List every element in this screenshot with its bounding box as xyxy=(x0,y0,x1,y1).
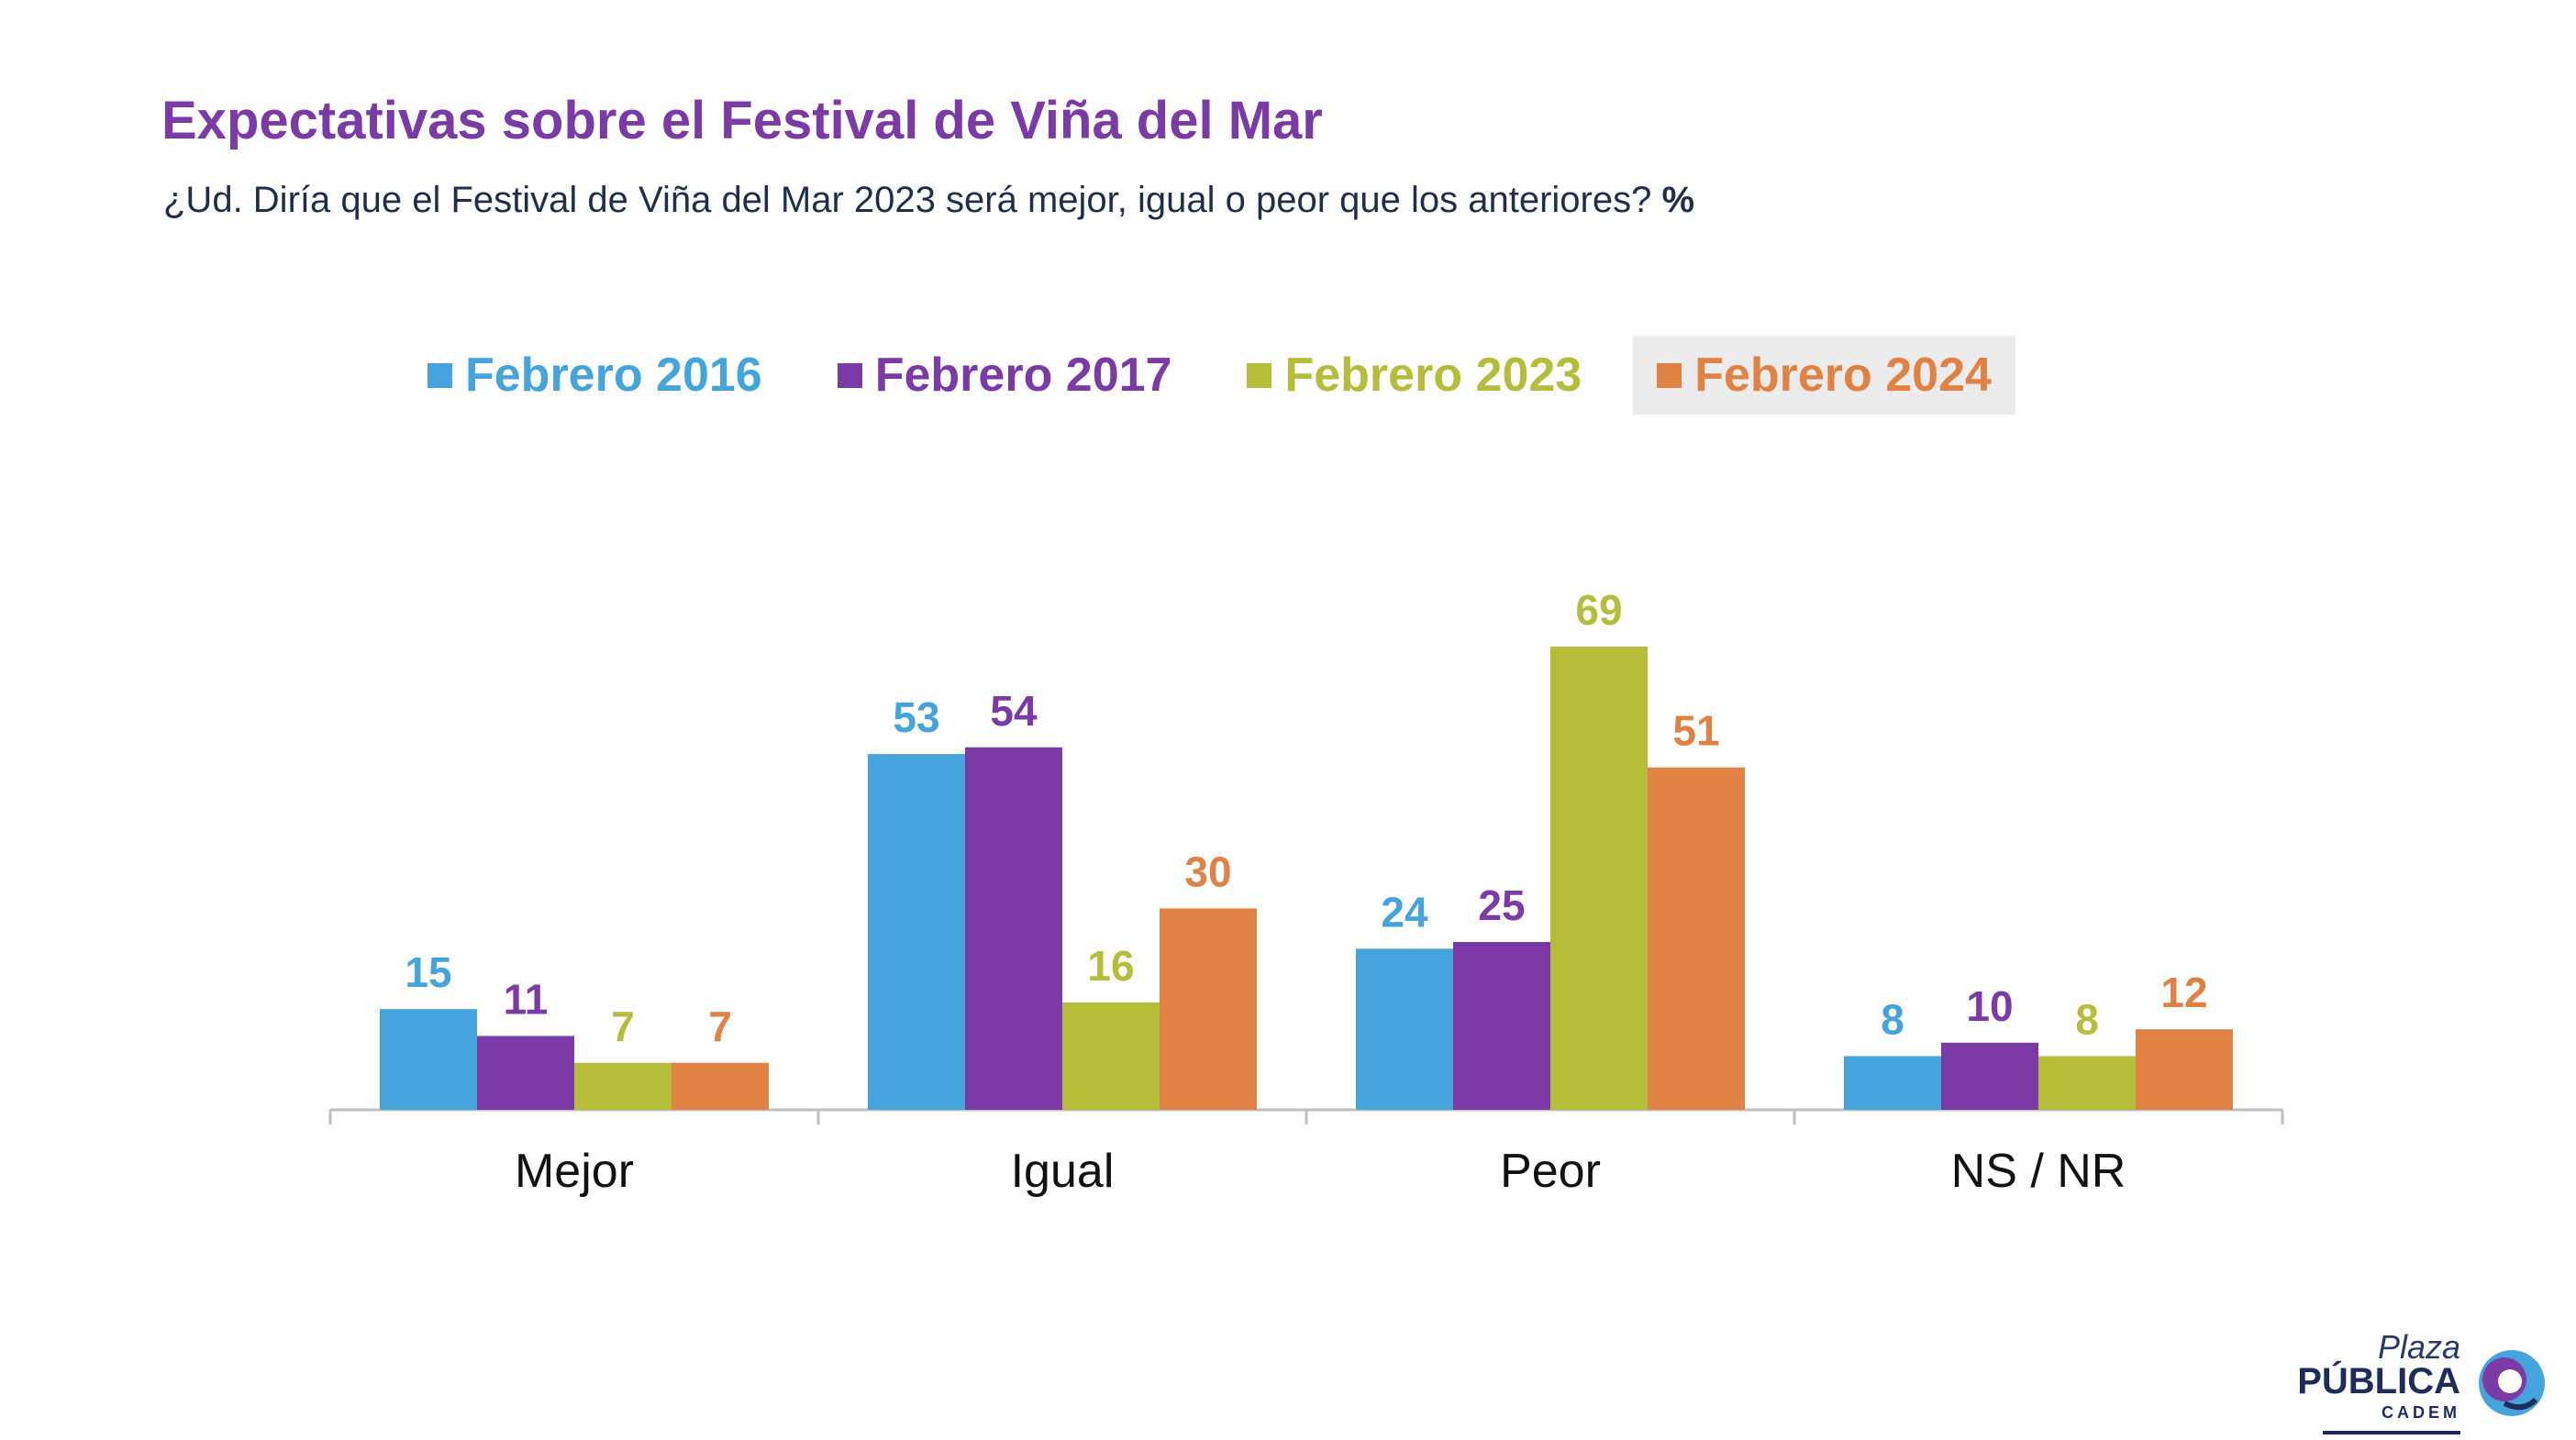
logo-text-cadem: CADEM xyxy=(2382,1403,2460,1422)
bar-igual-1 xyxy=(965,747,1062,1110)
legend-label: Febrero 2023 xyxy=(1284,349,1582,402)
data-label: 51 xyxy=(1672,707,1719,755)
chart-legend: Febrero 2016 Febrero 2017 Febrero 2023 Febr… xyxy=(404,336,2015,415)
legend-item-febrero-2016: Febrero 2016 xyxy=(404,336,786,415)
bar-peor-1 xyxy=(1453,942,1550,1110)
data-label: 30 xyxy=(1184,847,1231,895)
logo-underline xyxy=(2323,1431,2460,1434)
data-label: 7 xyxy=(708,1002,732,1050)
bar-mejor-0 xyxy=(380,1009,477,1110)
bar-mejor-1 xyxy=(477,1036,574,1110)
data-label: 69 xyxy=(1575,586,1622,634)
legend-swatch xyxy=(427,362,452,388)
data-label: 11 xyxy=(504,975,549,1023)
bar-peor-3 xyxy=(1648,767,1745,1110)
logo-swirl-icon xyxy=(2479,1350,2545,1416)
data-label: 25 xyxy=(1478,881,1525,929)
legend-item-febrero-2024: Febrero 2024 xyxy=(1633,336,2015,415)
bar-mejor-2 xyxy=(574,1062,672,1110)
legend-swatch xyxy=(1657,362,1682,388)
plaza-publica-logo: Plaza PÚBLICA CADEM xyxy=(2293,1328,2550,1434)
legend-swatch xyxy=(1247,362,1272,388)
bar-nsnr-0 xyxy=(1844,1056,1941,1110)
unit-label: % xyxy=(1661,180,1695,220)
bar-igual-2 xyxy=(1062,1002,1160,1110)
category-label: Igual xyxy=(1011,1145,1115,1198)
category-label: Peor xyxy=(1500,1145,1601,1198)
legend-label: Febrero 2016 xyxy=(465,349,762,402)
legend-item-febrero-2017: Febrero 2017 xyxy=(814,336,1196,415)
data-label: 8 xyxy=(2075,995,2099,1043)
data-label: 16 xyxy=(1087,942,1134,990)
bar-mejor-3 xyxy=(672,1062,769,1110)
bar-igual-3 xyxy=(1160,908,1257,1110)
data-label: 15 xyxy=(405,948,451,996)
category-label: NS / NR xyxy=(1951,1145,2126,1198)
legend-label: Febrero 2024 xyxy=(1694,349,1992,402)
data-label: 8 xyxy=(1881,995,1904,1043)
legend-item-febrero-2023: Febrero 2023 xyxy=(1223,336,1605,415)
logo-text-plaza: Plaza xyxy=(2377,1328,2460,1366)
data-label: 12 xyxy=(2160,969,2207,1016)
bar-igual-0 xyxy=(868,754,965,1110)
question-text: ¿Ud. Diría que el Festival de Viña del M… xyxy=(163,180,1652,220)
bar-peor-2 xyxy=(1550,647,1648,1110)
data-label: 7 xyxy=(611,1002,635,1050)
bar-peor-0 xyxy=(1356,948,1453,1110)
category-label: Mejor xyxy=(515,1145,634,1198)
data-label: 53 xyxy=(893,693,939,741)
bar-nsnr-2 xyxy=(2038,1056,2136,1110)
legend-label: Febrero 2017 xyxy=(874,349,1172,402)
bar-nsnr-3 xyxy=(2136,1029,2233,1110)
logo-text-publica: PÚBLICA xyxy=(2297,1361,2460,1401)
data-label: 10 xyxy=(1966,982,2013,1030)
page-title: Expectativas sobre el Festival de Viña d… xyxy=(161,91,1323,150)
data-label: 54 xyxy=(990,687,1038,735)
question-subtitle: ¿Ud. Diría que el Festival de Viña del M… xyxy=(163,180,1694,221)
bar-nsnr-1 xyxy=(1941,1042,2038,1110)
data-label: 24 xyxy=(1381,888,1428,936)
legend-swatch xyxy=(837,362,862,388)
